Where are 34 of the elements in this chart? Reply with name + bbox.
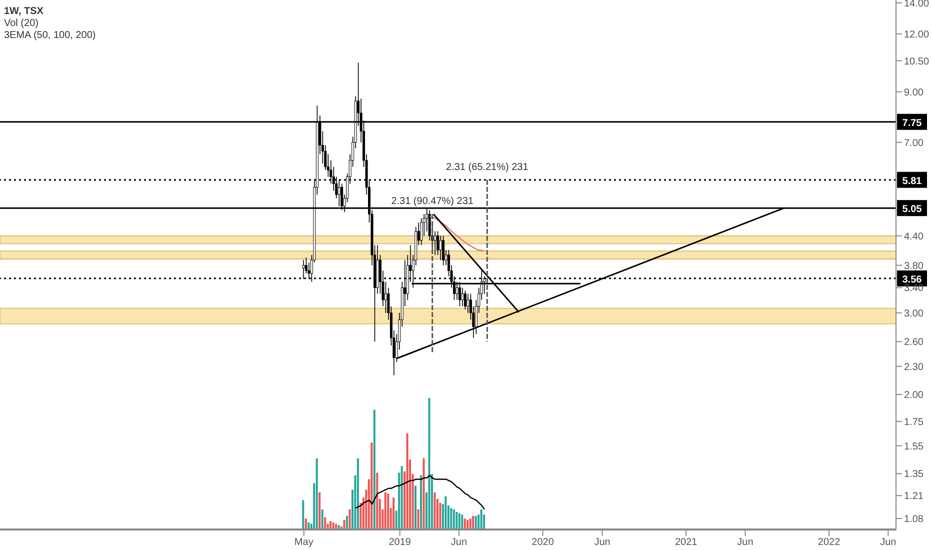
x-tick-label: Jun [594,537,610,548]
x-tick-label: Jun [880,537,896,548]
ref-line-label: 5.05 [902,204,922,216]
x-tick-label: 2019 [388,537,412,548]
annotation: Vol (20) [4,18,40,30]
y-tick-label: 1.55 [904,441,924,452]
text: 1W, TSX [4,6,44,18]
ref-line-label: 3.56 [902,274,922,286]
y-tick-label: 3.40 [904,283,924,294]
x-tick-label: Jun [450,537,468,548]
x-tick-label: 2020 [532,537,554,548]
ref-line-label: 5.81 [902,176,922,187]
annotation: 3EMA (50, 100, 200) [4,30,96,42]
y-tick-label: 3.80 [904,260,924,272]
annotation: 2.31 (90.47%) 231 [391,196,474,208]
y-tick-label: 1.21 [904,491,924,502]
y-tick-label: 4.40 [904,231,924,242]
annotation: 2.31 (65.21%) 231 [446,162,529,173]
y-tick-label: 2.60 [904,337,924,348]
x-tick-label: Jun [737,537,754,548]
y-tick-label: 7.00 [904,138,924,149]
y-tick-label: 1.35 [904,469,924,480]
x-tick-label: May [294,537,314,548]
y-tick-label: 1.08 [904,514,924,526]
x-tick-label: 2021 [674,537,698,548]
x-tick-label: 2022 [818,537,841,548]
y-tick-label: 2.30 [904,362,924,373]
ref-line-label: 7.75 [902,118,922,129]
y-tick-label: 1.75 [904,416,924,428]
y-tick-label: 9.00 [904,87,924,98]
y-tick-label: 12.00 [904,29,930,40]
y-tick-label: 10.50 [904,56,930,68]
y-tick-label: 3.00 [904,308,924,320]
y-tick-label: 2.00 [904,390,924,402]
